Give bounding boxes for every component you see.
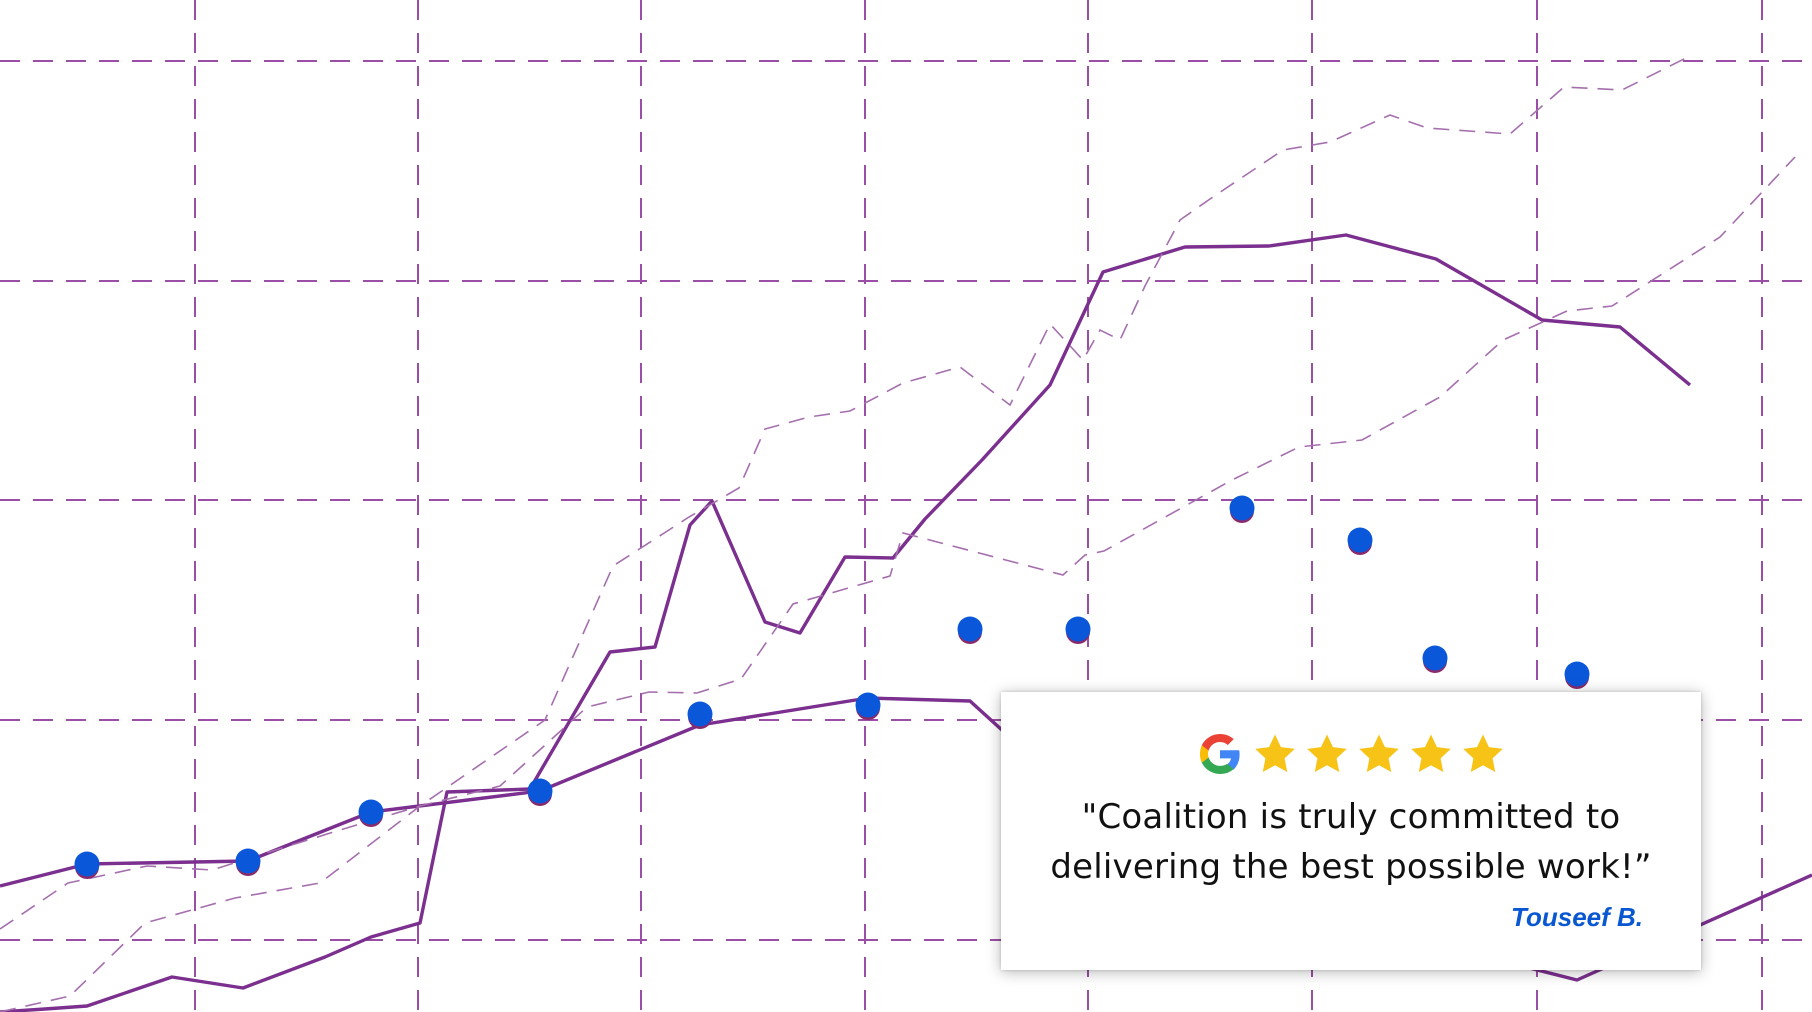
data-point-marker bbox=[235, 848, 261, 876]
series-line-solid-0 bbox=[0, 233, 1692, 1012]
data-point-marker bbox=[1422, 645, 1448, 673]
data-point-marker bbox=[74, 851, 100, 879]
data-point-marker bbox=[527, 778, 553, 806]
review-card: "Coalition is truly committed to deliver… bbox=[1001, 692, 1701, 970]
data-point-marker bbox=[1564, 661, 1590, 689]
star-icon bbox=[1359, 734, 1399, 773]
data-point-marker bbox=[1229, 495, 1255, 523]
star-icon bbox=[1463, 734, 1503, 773]
star-rating bbox=[1252, 731, 1506, 777]
google-g-icon bbox=[1200, 734, 1240, 774]
quote-line-2: delivering the best possible work!” bbox=[1050, 847, 1652, 887]
data-point-marker bbox=[855, 692, 881, 720]
data-point-marker bbox=[1065, 616, 1091, 644]
data-point-marker bbox=[1347, 527, 1373, 555]
star-icon bbox=[1255, 734, 1295, 773]
marker-layer bbox=[74, 495, 1590, 879]
star-icon bbox=[1307, 734, 1347, 773]
data-point-marker bbox=[687, 701, 713, 729]
data-point-marker bbox=[358, 799, 384, 827]
data-point-marker bbox=[957, 616, 983, 644]
review-author: Touseef B. bbox=[1511, 902, 1643, 932]
star-icon bbox=[1411, 734, 1451, 773]
series-line-dashed-3 bbox=[0, 156, 1796, 930]
quote-line-1: "Coalition is truly committed to bbox=[1081, 797, 1621, 837]
review-quote: "Coalition is truly committed to deliver… bbox=[1001, 792, 1701, 892]
rating-row bbox=[1001, 728, 1701, 780]
